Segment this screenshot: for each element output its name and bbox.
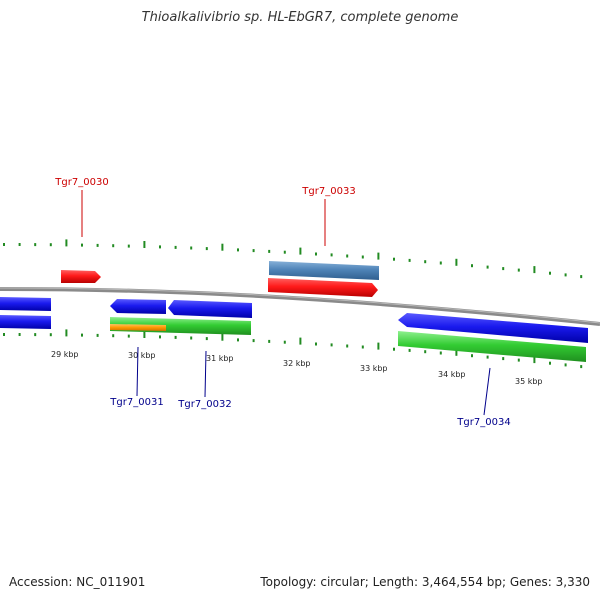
gene-tgr7-0031-arrow[interactable] <box>110 299 166 314</box>
gene-label-tgr7-0032[interactable]: Tgr7_0032 <box>177 399 231 410</box>
gene-tgr7-0031-orange-segment[interactable] <box>110 324 166 331</box>
tick-label-32kbp: 32 kbp <box>283 359 311 368</box>
tick-label-35kbp: 35 kbp <box>515 377 543 386</box>
topology-summary-text: Topology: circular; Length: 3,464,554 bp… <box>260 575 590 589</box>
genome-backbone <box>0 287 600 326</box>
gene-left-blue-lower[interactable] <box>0 315 51 329</box>
gene-label-tgr7-0030[interactable]: Tgr7_0030 <box>54 177 108 188</box>
leader-line-tgr7-0034 <box>483 367 491 416</box>
tick-label-29kbp: 29 kbp <box>51 350 79 359</box>
gene-tgr7-0033-arrow[interactable] <box>268 278 378 297</box>
leader-line-tgr7-0032 <box>204 350 207 398</box>
accession-text: Accession: NC_011901 <box>9 575 146 589</box>
gene-tgr7-0034-green-bar[interactable] <box>398 331 586 362</box>
top-tick-row <box>3 239 583 279</box>
tick-label-33kbp: 33 kbp <box>360 364 388 373</box>
bottom-tick-row <box>3 329 583 369</box>
gene-label-tgr7-0031[interactable]: Tgr7_0031 <box>109 397 163 408</box>
tick-label-30kbp: 30 kbp <box>128 351 156 360</box>
gene-tgr7-0032-arrow[interactable] <box>168 300 252 318</box>
leader-line-tgr7-0031 <box>136 346 139 397</box>
gene-tgr7-0030-arrow[interactable] <box>61 270 101 283</box>
gene-label-tgr7-0034[interactable]: Tgr7_0034 <box>456 417 510 428</box>
gene-left-blue-upper[interactable] <box>0 297 51 311</box>
gene-tgr7-0034-arrow[interactable] <box>398 313 588 343</box>
gene-tgr7-0033-steel-bar[interactable] <box>269 261 379 280</box>
map-title: Thioalkalivibrio sp. HL-EbGR7, complete … <box>141 10 459 25</box>
tick-label-34kbp: 34 kbp <box>438 370 466 379</box>
gene-label-tgr7-0033[interactable]: Tgr7_0033 <box>301 186 355 197</box>
genome-backbone-highlight <box>0 287 600 324</box>
tick-label-31kbp: 31 kbp <box>206 354 234 363</box>
